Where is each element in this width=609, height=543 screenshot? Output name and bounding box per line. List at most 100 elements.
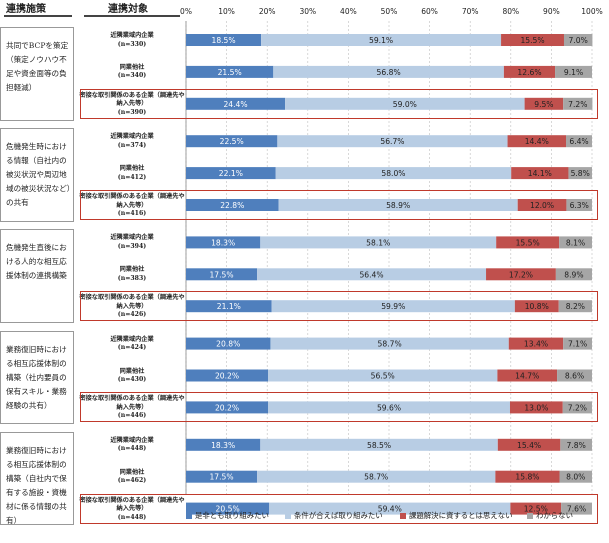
- measure-label: 危機発生時における情報（自社内の被災状況や周辺地域の被災状況など）の共有: [6, 142, 71, 208]
- row-label-text: 同業他社: [119, 468, 145, 476]
- highlight-box: [80, 190, 598, 220]
- bar-segment: [560, 438, 592, 451]
- data-label: 6.4%: [569, 137, 588, 146]
- row-label: 密接な取引関係のある企業（調達先や納入先等） (n=390): [78, 92, 186, 118]
- bar-segment: [270, 337, 509, 350]
- data-label: 59.9%: [381, 302, 405, 311]
- data-label: 56.8%: [377, 68, 401, 77]
- data-label: 20.8%: [216, 340, 240, 349]
- data-label: 58.9%: [386, 201, 410, 210]
- row-label-text: 近隣業域内企業: [110, 32, 154, 39]
- row-label: 密接な取引関係のある企業（調達先や納入先等） (n=448): [78, 497, 186, 523]
- data-label: 7.0%: [569, 36, 588, 45]
- data-label: 18.5%: [211, 36, 235, 45]
- row-n-text: (n=462): [117, 477, 147, 485]
- data-label: 21.5%: [218, 68, 242, 77]
- bar-segment: [566, 199, 592, 211]
- bar-segment: [563, 337, 592, 350]
- data-label: 13.4%: [524, 340, 548, 349]
- row-label: 同業他社 (n=462): [78, 469, 186, 486]
- row-n-text: (n=330): [117, 40, 147, 48]
- data-label: 24.4%: [223, 100, 247, 109]
- header-measure-underline: [4, 15, 72, 17]
- bar-segment: [186, 337, 271, 350]
- data-label: 18.3%: [211, 441, 235, 450]
- data-label: 6.3%: [570, 201, 589, 210]
- row-label-text: 同業他社: [119, 367, 145, 375]
- measure-box: [0, 128, 74, 222]
- bar-segment: [186, 369, 269, 382]
- bar-segment: [497, 438, 561, 451]
- legend-item: わからない: [527, 510, 573, 521]
- row-label-text: 近隣業域内企業: [110, 436, 154, 444]
- row-label: 近隣業域内企業 (n=374): [78, 133, 186, 150]
- row-label-text: 同業他社: [119, 266, 145, 274]
- row-label: 近隣業域内企業 (n=394): [78, 234, 186, 251]
- row-n-text: (n=340): [117, 72, 147, 80]
- bar-segment: [563, 97, 593, 110]
- bar-segment: [503, 65, 556, 78]
- bar-segment: [186, 502, 270, 515]
- data-label: 58.7%: [364, 473, 388, 482]
- bar-segment: [562, 401, 592, 414]
- data-label: 8.2%: [566, 302, 585, 311]
- x-tick-label: 0%: [180, 7, 192, 16]
- row-n-text: (n=446): [117, 412, 147, 420]
- bar-segment: [508, 337, 564, 350]
- data-label: 13.0%: [524, 403, 548, 412]
- row-label-text: 密接な取引関係のある企業（調達先や納入先等）: [79, 91, 185, 108]
- data-label: 12.0%: [530, 201, 554, 210]
- header-measure: 連携施策: [6, 4, 46, 15]
- bar-segment: [261, 34, 502, 46]
- data-label: 8.9%: [564, 270, 583, 279]
- measure-box: [0, 27, 74, 121]
- row-n-text: (n=394): [117, 242, 147, 250]
- bar-segment: [561, 502, 592, 515]
- legend-label: 是非とも取り組みたい: [195, 511, 269, 520]
- row-label: 密接な取引関係のある企業（調達先や納入先等） (n=446): [78, 395, 186, 421]
- bar-segment: [260, 438, 498, 451]
- legend-swatch: [285, 512, 291, 519]
- data-label: 17.5%: [209, 473, 233, 482]
- data-label: 8.1%: [566, 238, 585, 247]
- bar-segment: [558, 300, 592, 313]
- data-label: 20.2%: [215, 403, 239, 412]
- bar-segment: [186, 34, 262, 46]
- bar-segment: [269, 502, 511, 515]
- row-label: 同業他社 (n=412): [78, 165, 186, 182]
- bar-segment: [186, 268, 258, 281]
- row-n-text: (n=430): [117, 376, 147, 383]
- highlight-box: [80, 493, 598, 524]
- legend-swatch: [527, 512, 533, 519]
- bar-segment: [557, 369, 592, 382]
- bar-segment: [566, 135, 592, 148]
- data-label: 7.6%: [567, 505, 586, 514]
- data-label: 59.0%: [393, 100, 417, 109]
- row-n-text: (n=412): [117, 173, 147, 181]
- bar-segment: [568, 167, 592, 180]
- row-label-text: 密接な取引関係のある企業（調達先や納入先等）: [79, 395, 185, 411]
- row-label: 近隣業域内企業 (n=330): [78, 32, 186, 49]
- data-label: 17.2%: [509, 270, 533, 279]
- bar-segment: [186, 401, 269, 414]
- bar-segment: [495, 470, 560, 483]
- bar-segment: [275, 167, 512, 180]
- data-label: 8.0%: [566, 473, 585, 482]
- data-label: 20.2%: [215, 372, 239, 381]
- x-tick-label: 30%: [299, 7, 317, 16]
- legend-item: 条件が合えば取り組みたい: [285, 510, 383, 521]
- row-n-text: (n=374): [117, 141, 147, 149]
- row-label-text: 同業他社: [119, 63, 145, 71]
- bar-segment: [186, 300, 272, 313]
- data-label: 56.4%: [359, 270, 383, 279]
- row-label-text: 近隣業域内企業: [110, 234, 154, 242]
- data-label: 14.7%: [515, 372, 539, 381]
- data-label: 56.5%: [371, 372, 395, 381]
- x-tick-label: 40%: [340, 7, 357, 16]
- bar-segment: [507, 135, 567, 148]
- data-label: 12.6%: [517, 68, 541, 77]
- x-tick-label: 10%: [218, 7, 235, 16]
- highlight-box: [80, 88, 598, 119]
- data-label: 22.8%: [220, 201, 244, 210]
